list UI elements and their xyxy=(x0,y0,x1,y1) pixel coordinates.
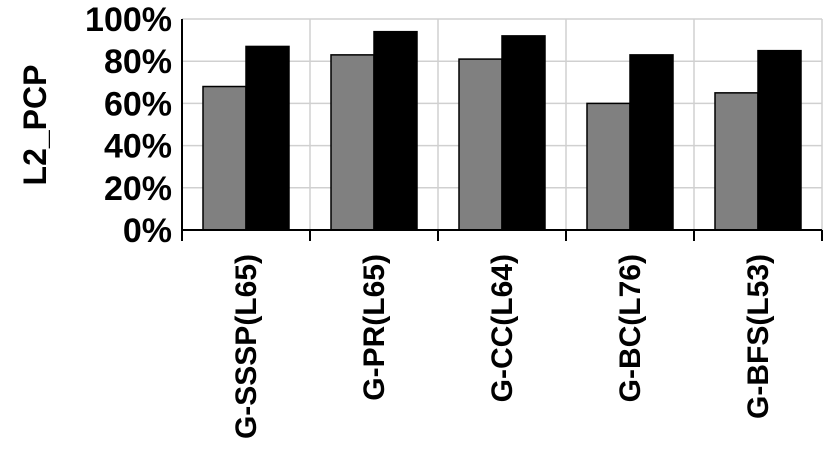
y-axis-title: L2_PCP xyxy=(17,65,53,186)
bar-gray-4 xyxy=(714,92,759,231)
x-category-label: G-PR(L65) xyxy=(358,254,391,401)
axes xyxy=(181,19,823,241)
y-tick-label: 60% xyxy=(104,85,172,123)
bar-black-4 xyxy=(757,49,802,231)
y-tick-label: 0% xyxy=(123,212,172,250)
y-tick-label: 20% xyxy=(104,170,172,208)
bar-gray-2 xyxy=(458,58,503,231)
x-category-label: G-SSSP(L65) xyxy=(230,254,263,439)
bar-black-2 xyxy=(501,35,546,231)
y-tick-label: 80% xyxy=(104,43,172,81)
bar-black-0 xyxy=(245,45,290,231)
x-category-label: G-BFS(L53) xyxy=(742,254,775,419)
y-tick-label: 40% xyxy=(104,128,172,166)
bar-black-3 xyxy=(629,54,674,231)
bar-gray-1 xyxy=(330,54,375,231)
x-category-label: G-CC(L64) xyxy=(486,254,519,402)
bar-black-1 xyxy=(373,30,418,231)
y-tick-labels: 0% 20% 40% 60% 80% 100% xyxy=(85,1,172,250)
y-tick-label: 100% xyxy=(85,1,172,39)
bar-gray-3 xyxy=(586,102,631,231)
bars xyxy=(202,30,802,231)
x-category-labels: G-SSSP(L65) G-PR(L65) G-CC(L64) G-BC(L76) G-… xyxy=(230,254,775,439)
x-category-label: G-BC(L76) xyxy=(614,254,647,402)
bar-gray-0 xyxy=(202,85,247,231)
